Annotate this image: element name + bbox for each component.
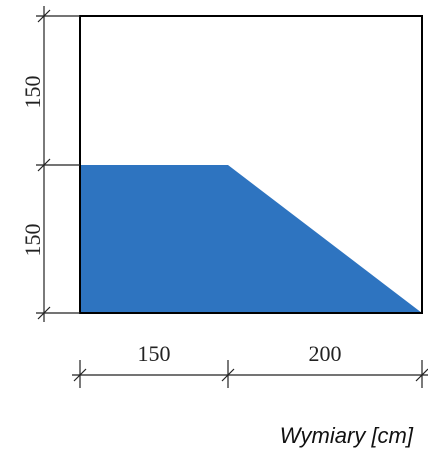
- left-tick-top: [37, 9, 51, 23]
- units-caption: Wymiary [cm]: [280, 423, 414, 448]
- bottom-left-dimension-label: 150: [138, 341, 171, 366]
- bottom-dimension: [72, 360, 428, 388]
- bottom-right-dimension-label: 200: [309, 341, 342, 366]
- left-tick-middle: [37, 158, 51, 172]
- left-tick-bottom: [37, 306, 51, 320]
- bottom-tick-right: [415, 368, 428, 382]
- left-upper-dimension-label: 150: [20, 76, 45, 109]
- bottom-tick-middle: [221, 368, 235, 382]
- left-dimension: [36, 6, 80, 322]
- filled-area: [80, 165, 422, 313]
- bottom-tick-left: [73, 368, 87, 382]
- left-lower-dimension-label: 150: [20, 224, 45, 257]
